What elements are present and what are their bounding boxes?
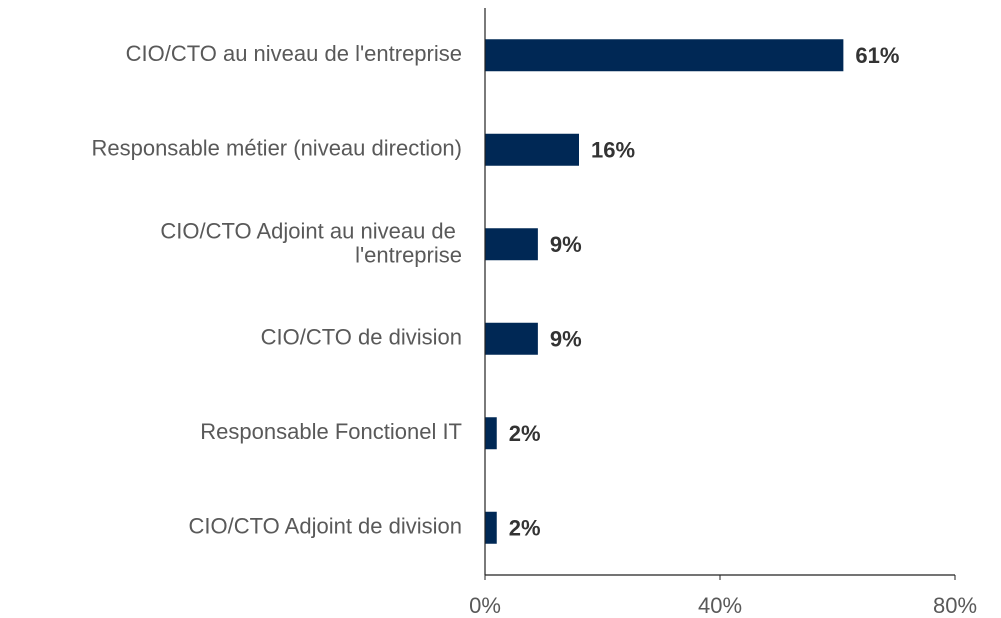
y-tick-label: CIO/CTO Adjoint de division [189,514,463,539]
y-tick-label: Responsable métier (niveau direction) [91,136,462,161]
label-line: CIO/CTO Adjoint au niveau de [160,218,462,243]
bar [485,133,579,166]
x-tick-label: 40% [698,593,742,618]
label-line: l'entreprise [355,242,462,267]
y-tick-label: CIO/CTO Adjoint au niveau de l'entrepris… [160,218,462,267]
value-label: 61% [855,43,899,68]
value-label: 2% [509,421,541,446]
value-label: 9% [550,327,582,352]
value-label: 16% [591,138,635,163]
y-tick-label: CIO/CTO au niveau de l'entreprise [126,41,462,66]
value-label: 2% [509,516,541,541]
bar [485,39,844,72]
x-tick-label: 80% [933,593,977,618]
x-tick-label: 0% [469,593,501,618]
value-label: 9% [550,232,582,257]
bar [485,511,497,544]
bar [485,417,497,450]
bar [485,322,538,355]
bar [485,228,538,261]
y-tick-label: CIO/CTO de division [261,325,462,350]
y-tick-label: Responsable Fonctionel IT [200,419,462,444]
